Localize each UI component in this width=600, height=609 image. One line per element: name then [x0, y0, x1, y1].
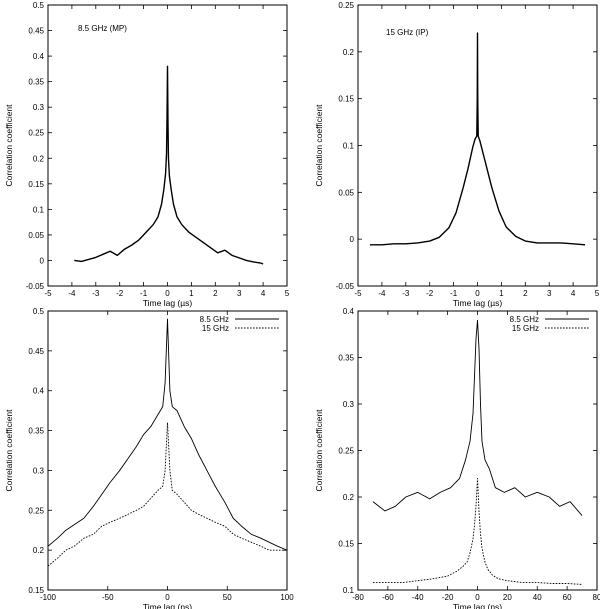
x-tick-label: -4 — [68, 289, 76, 298]
y-tick-label: 0.1 — [33, 205, 45, 214]
series-line-15-ghz — [372, 477, 583, 585]
y-tick-label: 0.25 — [28, 129, 44, 138]
y-tick-label: 0.2 — [33, 546, 45, 555]
y-tick-label: 0.2 — [33, 154, 45, 163]
y-tick-label: 0.15 — [338, 95, 354, 104]
series-line-15-ghz-ip- — [369, 32, 586, 246]
y-tick-label: 0.2 — [343, 48, 355, 57]
series-line-8-5-ghz — [372, 319, 583, 516]
x-tick-label: 40 — [533, 593, 542, 602]
y-tick-label: 0.35 — [338, 354, 354, 363]
x-tick-label: 0 — [475, 593, 480, 602]
x-tick-label: -5 — [44, 289, 52, 298]
legend-entry-label: 15 GHz — [512, 324, 539, 333]
x-tick-label: 1 — [499, 289, 504, 298]
x-tick-label: 20 — [503, 593, 512, 602]
x-tick-label: -100 — [40, 593, 57, 602]
y-tick-label: 0.5 — [33, 1, 45, 10]
y-tick-label: 0.15 — [338, 540, 354, 549]
y-tick-label: 0.3 — [33, 466, 45, 475]
x-tick-label: 80 — [593, 593, 600, 602]
x-tick-label: 3 — [547, 289, 552, 298]
legend-entry-label: 8.5 GHz — [510, 315, 539, 324]
plot-frame — [357, 310, 598, 591]
x-tick-label: 5 — [285, 289, 290, 298]
x-tick-label: -2 — [116, 289, 124, 298]
y-tick-label: 0.25 — [338, 447, 354, 456]
y-tick-label: 0.45 — [28, 347, 44, 356]
y-tick-label: 0.15 — [28, 586, 44, 595]
chart-panel-top-right: -5 -4 -3 -2 -1 0 1 2 3 4 5 -0.05 0 0.05 0.1 0.15 0.2 0.25… — [314, 1, 600, 308]
panel-annotation: 15 GHz (IP) — [386, 28, 429, 37]
x-tick-label: -5 — [354, 289, 362, 298]
series-line-15-ghz — [47, 422, 287, 567]
series-line-8-5-ghz-mp- — [74, 65, 264, 265]
y-axis-label: Correlation coefficient — [314, 104, 324, 187]
x-tick-label: 100 — [280, 593, 294, 602]
y-tick-label: 0.4 — [33, 52, 45, 61]
y-tick-label: 0.25 — [28, 506, 44, 515]
x-tick-label: 60 — [563, 593, 572, 602]
y-tick-label: 0.2 — [343, 493, 355, 502]
x-tick-label: 50 — [223, 593, 232, 602]
x-tick-label: 5 — [595, 289, 600, 298]
chart-panel-top-left: -5 -4 -3 -2 -1 0 1 2 3 4 5 -0.05 0 0.05 0.1 0.15 0.2 0.25… — [4, 1, 290, 308]
y-axis-label: Correlation coefficient — [314, 409, 324, 492]
x-tick-label: -1 — [450, 289, 458, 298]
chart-panel-bottom-right: -80 -60 -40 -20 0 20 40 60 80 0.1 0.15 0.2 0.25 0.3 0.… — [314, 307, 600, 609]
y-tick-label: -0.05 — [26, 282, 45, 291]
x-tick-label: 0 — [165, 289, 170, 298]
x-tick-label: -50 — [102, 593, 114, 602]
x-tick-label: -3 — [402, 289, 410, 298]
legend-entry-label: 8.5 GHz — [200, 315, 229, 324]
x-tick-label: 0 — [475, 289, 480, 298]
x-axis-label: Time lag (µs) — [143, 298, 193, 308]
y-tick-label: 0.15 — [28, 180, 44, 189]
x-tick-label: 0 — [165, 593, 170, 602]
y-tick-label: 0.5 — [33, 307, 45, 316]
x-tick-label: -80 — [352, 593, 364, 602]
y-tick-label: 0.05 — [338, 188, 354, 197]
y-tick-label: -0.05 — [336, 282, 355, 291]
series-line-8-5-ghz — [47, 318, 288, 551]
x-tick-label: -3 — [92, 289, 100, 298]
y-tick-label: 0 — [350, 235, 355, 244]
plot-frame — [47, 4, 288, 287]
x-tick-label: 2 — [213, 289, 218, 298]
x-tick-label: -40 — [412, 593, 424, 602]
y-tick-label: 0.4 — [33, 387, 45, 396]
panel-annotation: 8.5 GHz (MP) — [78, 24, 127, 33]
x-tick-label: 4 — [261, 289, 266, 298]
x-tick-label: 3 — [237, 289, 242, 298]
y-axis-label: Correlation coefficient — [4, 409, 14, 492]
x-tick-label: -2 — [426, 289, 434, 298]
x-axis-label: Time lag (ns) — [453, 602, 502, 609]
y-tick-label: 0.1 — [343, 586, 355, 595]
x-tick-label: -4 — [378, 289, 386, 298]
y-tick-label: 0.3 — [343, 400, 355, 409]
x-tick-label: -60 — [382, 593, 394, 602]
x-axis-label: Time lag (µs) — [453, 298, 503, 308]
x-tick-label: -20 — [442, 593, 454, 602]
x-axis-label: Time lag (ns) — [143, 602, 192, 609]
y-tick-label: 0.4 — [343, 307, 355, 316]
y-tick-label: 0 — [40, 256, 45, 265]
x-tick-label: 4 — [571, 289, 576, 298]
x-tick-label: 2 — [523, 289, 528, 298]
legend-entry-label: 15 GHz — [202, 324, 229, 333]
y-tick-label: 0.3 — [33, 103, 45, 112]
y-tick-label: 0.05 — [28, 231, 44, 240]
y-tick-label: 0.45 — [28, 27, 44, 36]
y-tick-label: 0.35 — [28, 427, 44, 436]
plot-frame — [47, 310, 288, 591]
y-axis-label: Correlation coefficient — [4, 104, 14, 187]
chart-panel-bottom-left: -100 -50 0 50 100 0.15 0.2 0.25 0.3 0.35 0.4 0.45 0.… — [4, 307, 294, 609]
x-tick-label: 1 — [189, 289, 194, 298]
x-tick-label: -1 — [140, 289, 148, 298]
y-tick-label: 0.25 — [338, 1, 354, 10]
y-tick-label: 0.35 — [28, 78, 44, 87]
y-tick-label: 0.1 — [343, 142, 355, 151]
